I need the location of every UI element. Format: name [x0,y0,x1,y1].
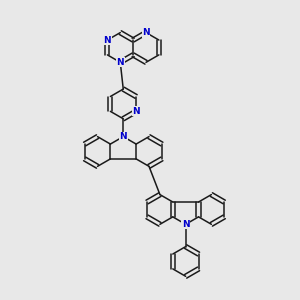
Text: N: N [116,58,124,67]
Text: N: N [182,220,190,229]
Text: N: N [103,35,111,44]
Text: N: N [132,107,140,116]
Text: N: N [119,132,127,141]
Text: N: N [142,28,150,37]
